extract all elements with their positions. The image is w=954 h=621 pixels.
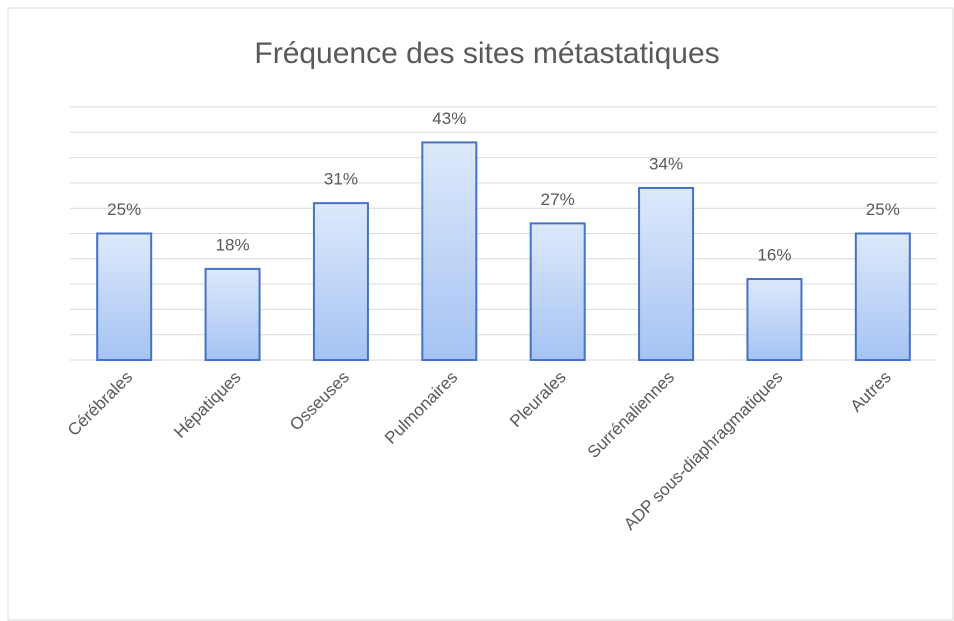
- bar: [204, 267, 261, 362]
- bar: [312, 202, 369, 361]
- value-label: 27%: [541, 190, 575, 209]
- value-label: 43%: [432, 109, 466, 128]
- bar: [96, 232, 153, 361]
- value-label: 25%: [107, 200, 141, 219]
- bar: [421, 141, 478, 361]
- value-label: 31%: [324, 170, 358, 189]
- value-label: 34%: [649, 154, 683, 173]
- bar: [746, 278, 803, 362]
- value-label: 18%: [216, 235, 250, 254]
- bar: [529, 222, 586, 361]
- bar: [854, 232, 911, 361]
- value-label: 25%: [866, 200, 900, 219]
- bar: [638, 186, 695, 361]
- value-label: 16%: [757, 246, 791, 265]
- chart-title: Fréquence des sites métastatiques: [254, 37, 719, 70]
